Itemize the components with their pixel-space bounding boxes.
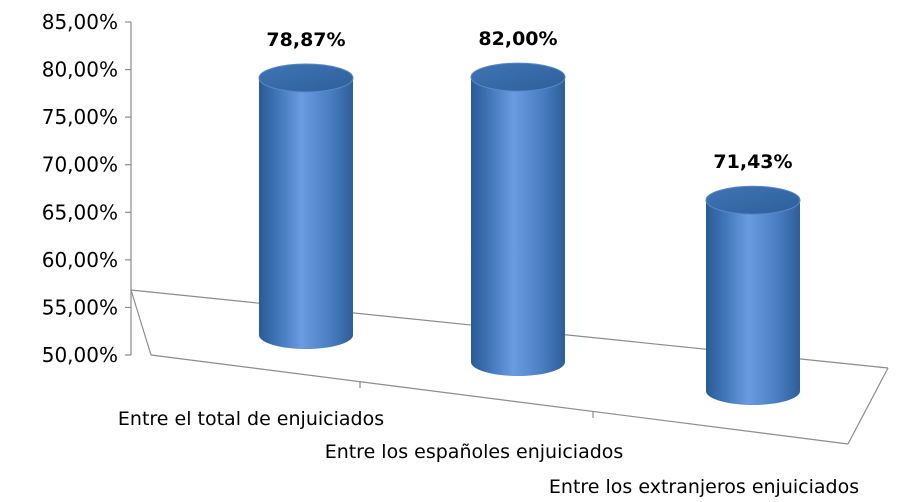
bar-top-cap <box>470 62 566 92</box>
bar-top-cap <box>258 63 354 93</box>
y-tick-label: 80,00% <box>42 58 118 82</box>
y-tick-label: 55,00% <box>42 295 118 319</box>
data-label: 82,00% <box>478 28 557 50</box>
data-label: 78,87% <box>266 29 345 51</box>
y-tick-label: 85,00% <box>42 10 118 34</box>
y-tick-label: 65,00% <box>42 200 118 224</box>
data-label: 71,43% <box>713 151 792 173</box>
y-tick-label: 60,00% <box>42 248 118 272</box>
bars <box>258 62 801 405</box>
bar-body <box>706 200 800 405</box>
bar-body <box>259 78 353 349</box>
y-axis-ticks: 50,00% 55,00% 60,00% 65,00% 70,00% 75,00% 80,0… <box>42 10 131 367</box>
y-tick-label: 75,00% <box>42 105 118 129</box>
category-label: Entre los extranjeros enjuiciados <box>549 476 859 498</box>
bar <box>470 62 566 377</box>
category-label: Entre el total de enjuiciados <box>118 408 384 430</box>
floor-front-edge <box>150 354 849 445</box>
right-wall-edge <box>847 367 889 445</box>
data-labels: 78,87% 82,00% 71,43% <box>266 28 792 173</box>
bar <box>258 63 354 349</box>
floor-left-edge <box>130 289 152 356</box>
category-label: Entre los españoles enjuiciados <box>325 441 624 463</box>
y-tick-label: 50,00% <box>42 343 118 367</box>
y-tick-label: 70,00% <box>42 153 118 177</box>
bar <box>705 185 801 405</box>
x-axis-ticks <box>359 381 594 418</box>
bar-top-cap <box>705 185 801 215</box>
bar-body <box>471 77 565 377</box>
category-labels: Entre el total de enjuiciados Entre los e… <box>118 408 859 498</box>
